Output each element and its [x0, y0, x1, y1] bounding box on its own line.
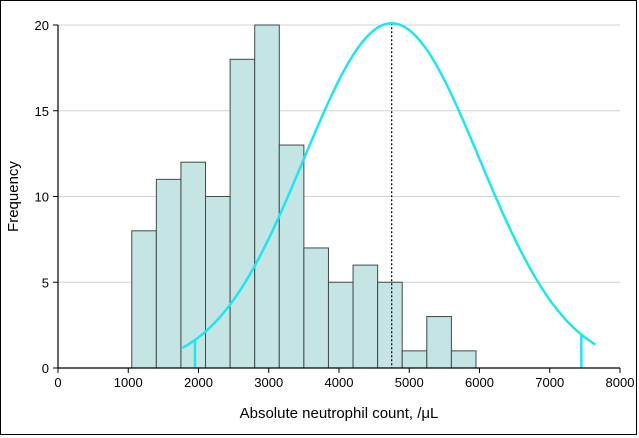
x-tick-label-3000: 3000 — [254, 375, 283, 390]
histogram-bar-12 — [401, 350, 428, 369]
x-tick-label-8000: 8000 — [606, 375, 635, 390]
histogram-bar-7 — [278, 144, 305, 369]
tick-labels: 0 1000 2000 3000 4000 5000 6000 7000 8000 0 5 10 15 2… — [35, 18, 635, 390]
histogram-bar-14 — [450, 350, 477, 369]
x-tick-label-2000: 2000 — [184, 375, 213, 390]
histogram-bar-5 — [229, 58, 256, 369]
normal-curve-group — [181, 22, 597, 368]
y-tick-label-5: 5 — [42, 275, 49, 290]
histogram-bar-4 — [205, 196, 231, 369]
y-tick-label-20: 20 — [35, 18, 49, 33]
normal-curve — [181, 22, 597, 349]
x-axis-title: Absolute neutrophil count, /μL — [240, 405, 439, 422]
x-tick-label-7000: 7000 — [535, 375, 564, 390]
y-tick-label-15: 15 — [35, 104, 49, 119]
x-tick-label-1000: 1000 — [114, 375, 143, 390]
histogram-bar-6 — [254, 24, 280, 369]
histogram-bar-2 — [155, 178, 182, 369]
y-tick-label-0: 0 — [42, 361, 49, 376]
histogram-bar-1 — [131, 230, 157, 369]
histogram-bar-3 — [180, 161, 207, 369]
histogram-bar-10 — [352, 264, 379, 369]
y-axis-title: Frequency — [5, 161, 22, 232]
x-tick-label-5000: 5000 — [395, 375, 424, 390]
x-tick-label-0: 0 — [54, 375, 61, 390]
histogram-bar-11 — [377, 281, 403, 369]
x-tick-label-4000: 4000 — [325, 375, 354, 390]
histogram-bar-8 — [303, 247, 329, 369]
histogram-bar-9 — [327, 281, 354, 369]
y-tick-label-10: 10 — [35, 190, 49, 205]
histogram-bar-13 — [426, 316, 452, 369]
x-tick-label-6000: 6000 — [465, 375, 494, 390]
